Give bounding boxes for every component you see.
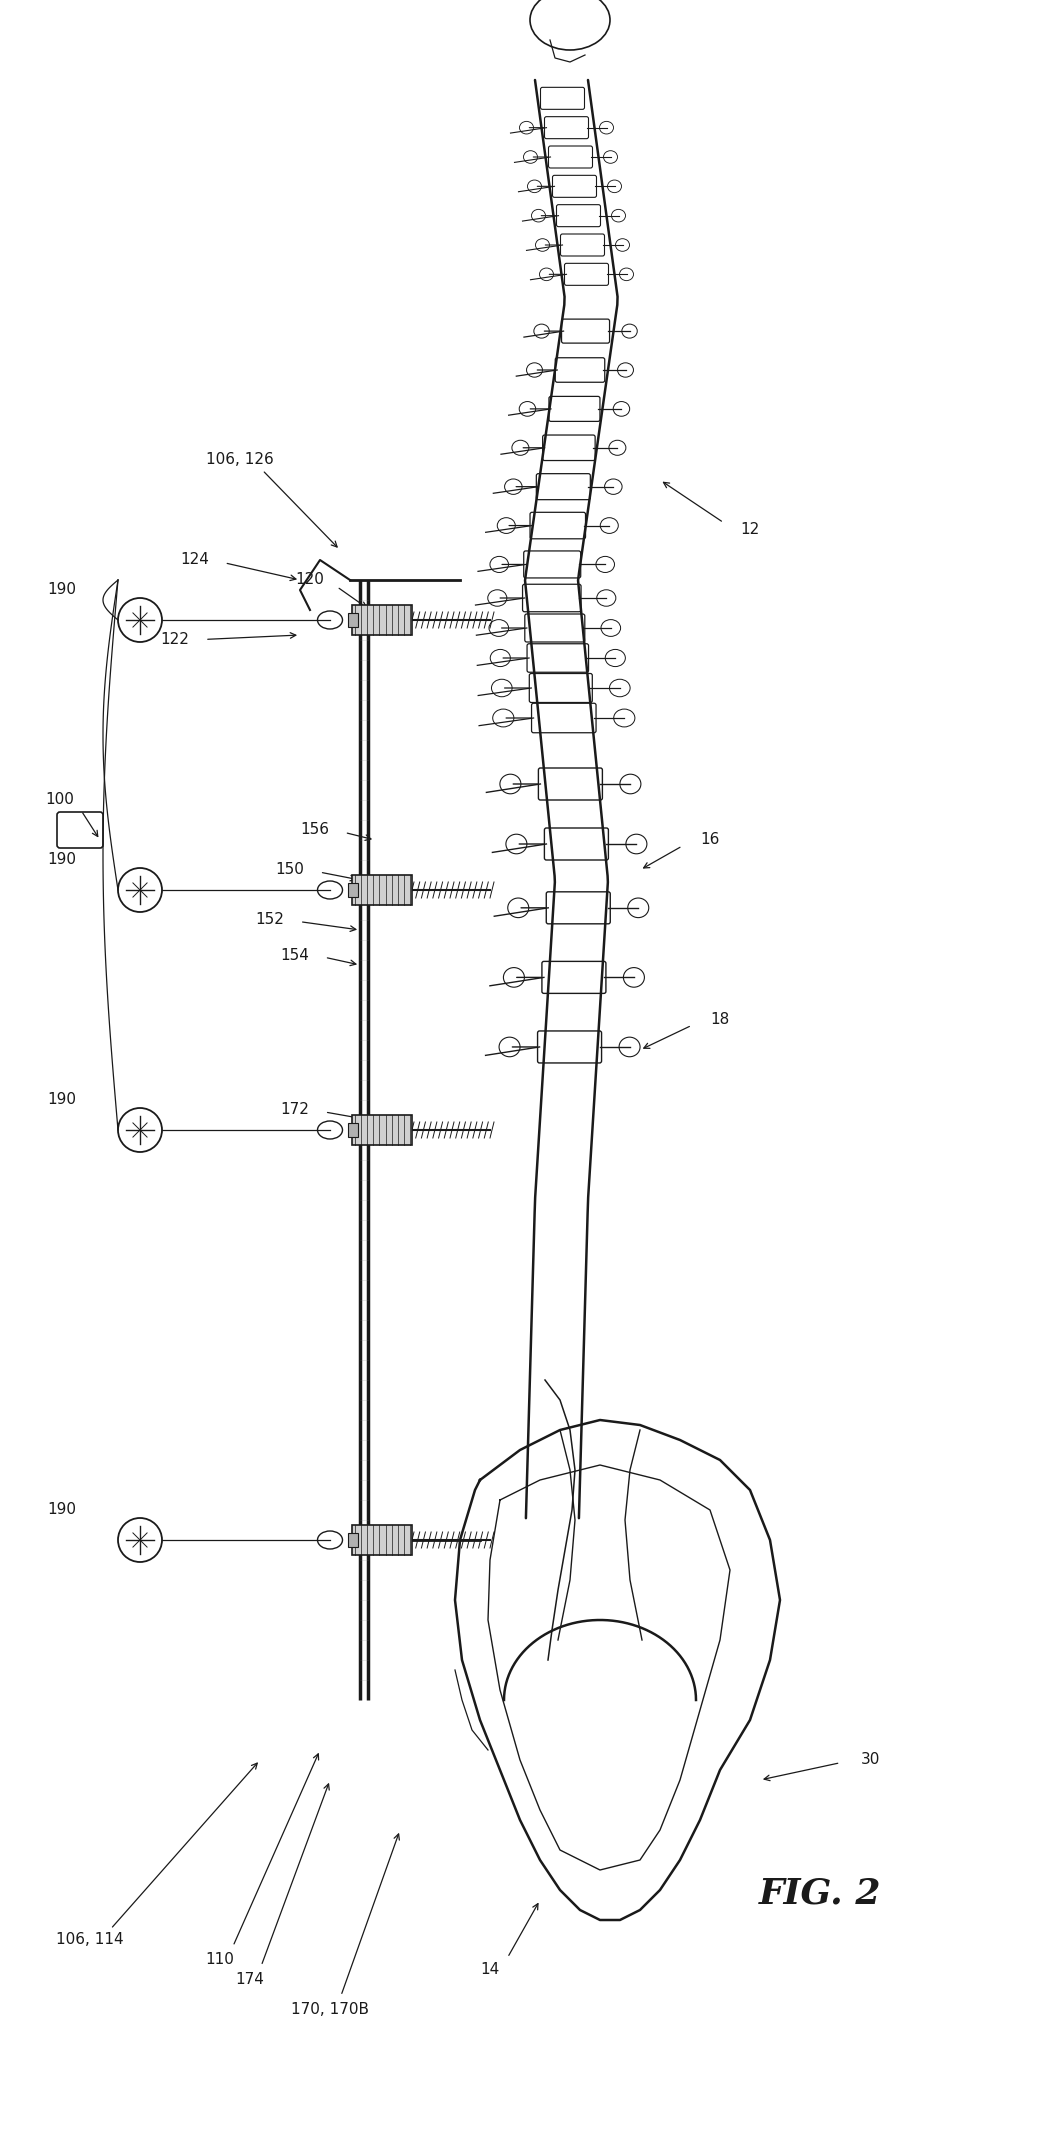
Text: 156: 156 bbox=[300, 822, 330, 837]
Text: 190: 190 bbox=[48, 1502, 76, 1517]
Text: 106, 114: 106, 114 bbox=[56, 1932, 124, 1948]
Text: 170, 170B: 170, 170B bbox=[291, 2004, 369, 2019]
Text: FIG. 2: FIG. 2 bbox=[759, 1877, 882, 1911]
Text: 30: 30 bbox=[860, 1752, 879, 1767]
FancyBboxPatch shape bbox=[348, 882, 358, 897]
Text: 12: 12 bbox=[740, 523, 760, 538]
FancyBboxPatch shape bbox=[352, 605, 412, 635]
FancyBboxPatch shape bbox=[352, 876, 412, 906]
Text: 124: 124 bbox=[181, 553, 209, 568]
FancyBboxPatch shape bbox=[348, 613, 358, 626]
Text: 152: 152 bbox=[256, 912, 284, 928]
Text: 16: 16 bbox=[701, 833, 720, 848]
Text: 190: 190 bbox=[48, 852, 76, 867]
Text: 190: 190 bbox=[48, 583, 76, 598]
Text: 150: 150 bbox=[276, 863, 304, 878]
Text: 190: 190 bbox=[48, 1093, 76, 1108]
Text: 110: 110 bbox=[205, 1952, 235, 1967]
Text: 14: 14 bbox=[480, 1963, 500, 1978]
Text: 18: 18 bbox=[710, 1011, 729, 1027]
FancyBboxPatch shape bbox=[348, 1532, 358, 1547]
FancyBboxPatch shape bbox=[348, 1123, 358, 1136]
FancyBboxPatch shape bbox=[352, 1115, 412, 1145]
Text: 106, 126: 106, 126 bbox=[206, 452, 274, 467]
Text: 174: 174 bbox=[236, 1973, 264, 1988]
Text: 154: 154 bbox=[280, 947, 310, 962]
Text: 100: 100 bbox=[45, 792, 74, 807]
Text: 172: 172 bbox=[280, 1102, 310, 1117]
FancyBboxPatch shape bbox=[352, 1526, 412, 1556]
Text: 120: 120 bbox=[296, 572, 324, 587]
Text: 122: 122 bbox=[161, 633, 189, 648]
